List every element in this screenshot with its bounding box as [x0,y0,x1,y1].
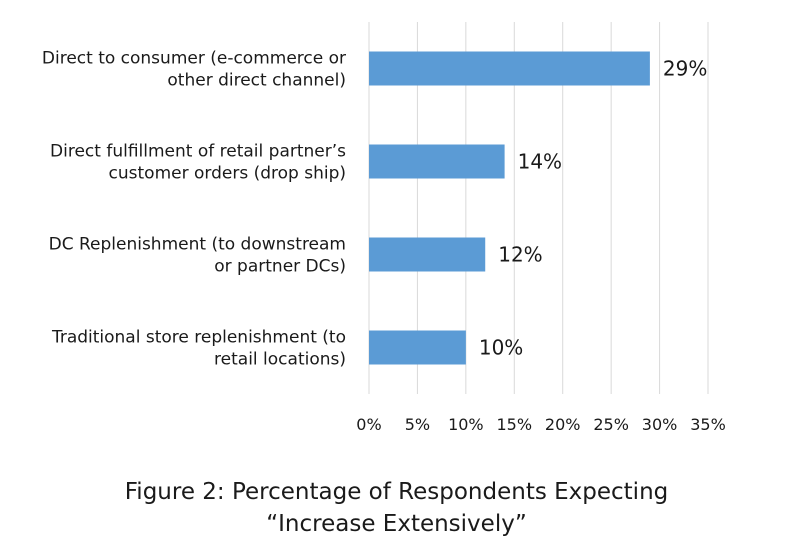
x-tick-label: 0% [356,415,381,434]
bars [369,51,650,365]
x-tick-label: 15% [497,415,533,434]
x-tick-label: 25% [593,415,629,434]
x-tick-label: 30% [642,415,678,434]
bar-value-label: 29% [663,57,707,81]
category-labels: Direct to consumer (e-commerce or other d… [42,49,346,370]
category-label: Direct to consumer (e-commerce or other d… [42,49,346,91]
bar [369,237,486,272]
figure-caption: Figure 2: Percentage of Respondents Expe… [0,476,793,540]
category-label: Direct fulfillment of retail partner’s cu… [50,142,346,184]
caption-line-2: “Increase Extensively” [266,511,527,537]
bar [369,144,505,179]
bar-chart: Direct to consumer (e-commerce or other d… [42,22,726,434]
category-label: DC Replenishment (to downstream or partne… [49,235,346,277]
bar-value-label: 10% [479,336,523,360]
caption-line-1: Figure 2: Percentage of Respondents Expe… [124,479,669,505]
bar [369,330,466,365]
bar-value-label: 14% [518,150,562,174]
x-tick-label: 20% [545,415,581,434]
category-label: Traditional store replenishment (to retai… [51,328,346,370]
x-tick-label: 10% [448,415,484,434]
data-labels: 29% 14% 12% 10% [479,57,707,360]
x-axis-ticks: 0% 5% 10% 15% 20% 25% 30% 35% [356,415,725,434]
bar [369,51,650,86]
bar-value-label: 12% [498,243,542,267]
x-tick-label: 35% [690,415,726,434]
x-tick-label: 5% [405,415,430,434]
